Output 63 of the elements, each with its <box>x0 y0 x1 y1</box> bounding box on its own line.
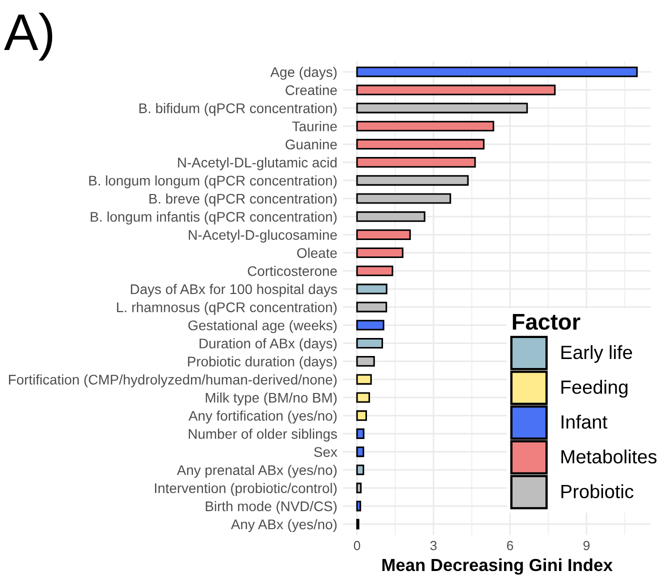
y-tick-label: Any prenatal ABx (yes/no) <box>176 464 337 478</box>
bar <box>356 66 638 78</box>
bar <box>356 157 476 168</box>
y-tick-label: Duration of ABx (days) <box>200 338 337 352</box>
y-tick-label: Guanine <box>286 139 337 150</box>
bar <box>356 320 384 330</box>
bar <box>356 138 485 150</box>
x-tick-label: 6 <box>507 540 514 550</box>
bar <box>356 482 362 494</box>
text: A) <box>4 12 52 61</box>
bar <box>356 247 404 258</box>
y-tick-label: B. longum longum (qPCR concentration) <box>89 175 337 188</box>
y-tick-label: Gestational age (weeks) <box>188 320 337 334</box>
y-tick-label: Any ABx (yes/no) <box>230 519 337 532</box>
y-tick-label: Birth mode (NVD/CS) <box>206 501 337 514</box>
y-tick-label: B. breve (qPCR concentration) <box>149 193 337 206</box>
x-tick-label: 9 <box>583 540 590 550</box>
legend-label: Probiotic <box>561 484 634 498</box>
y-tick-label: Intervention (probiotic/control) <box>155 482 337 496</box>
bar <box>356 120 494 132</box>
legend-label: Feeding <box>561 380 628 398</box>
bar <box>356 193 452 204</box>
bar <box>356 102 528 114</box>
y-tick-label: Taurine <box>292 121 337 132</box>
bar <box>356 284 388 294</box>
y-tick-label: Fortification (CMP/hydrolyzedm/human-derived/none) <box>8 374 337 388</box>
x-axis-title: Mean Decreasing Gini Index <box>382 558 613 575</box>
y-tick-label: Any fortification (yes/no) <box>188 410 337 424</box>
bar <box>356 392 370 403</box>
bar <box>356 500 362 512</box>
y-tick-label: Age (days) <box>270 66 337 80</box>
y-tick-label: Number of older siblings <box>188 428 337 442</box>
bar <box>356 446 364 458</box>
y-tick-label: B. longum infantis (qPCR concentration) <box>90 212 337 224</box>
y-tick-label: Sex <box>314 447 338 457</box>
y-tick-label: Days of ABx for 100 hospital days <box>130 284 337 297</box>
bar <box>356 410 367 421</box>
legend-label: Metabolites <box>561 450 657 464</box>
y-tick-label: Probiotic duration (days) <box>188 356 337 370</box>
y-tick-label: Oleate <box>297 248 337 258</box>
y-tick-label: N-Acetyl-DL-glutamic acid <box>178 157 337 170</box>
bar <box>356 302 388 312</box>
y-tick-label: Corticosterone <box>248 266 337 276</box>
y-tick-label: Milk type (BM/no BM) <box>206 392 337 406</box>
bar <box>356 356 375 367</box>
y-tick-label: B. bifidum (qPCR concentration) <box>139 103 337 116</box>
x-tick-label: 3 <box>430 540 437 550</box>
bar <box>356 374 372 385</box>
x-tick-label: 0 <box>354 540 360 550</box>
y-tick-label: L. rhamnosus (qPCR concentration) <box>117 302 337 315</box>
bar <box>356 266 394 276</box>
y-tick-label: N-Acetyl-D-glucosamine <box>188 230 337 243</box>
y-tick-label: Creatine <box>286 84 337 96</box>
bar <box>356 464 364 476</box>
legend-label: Infant <box>562 414 608 429</box>
bar <box>356 428 364 439</box>
legend-title: Factor <box>512 314 580 330</box>
bar <box>356 175 469 186</box>
bar <box>356 211 426 222</box>
bar <box>356 84 556 96</box>
legend-label: Early life <box>561 345 632 363</box>
bar <box>356 229 411 240</box>
bar <box>356 338 384 349</box>
